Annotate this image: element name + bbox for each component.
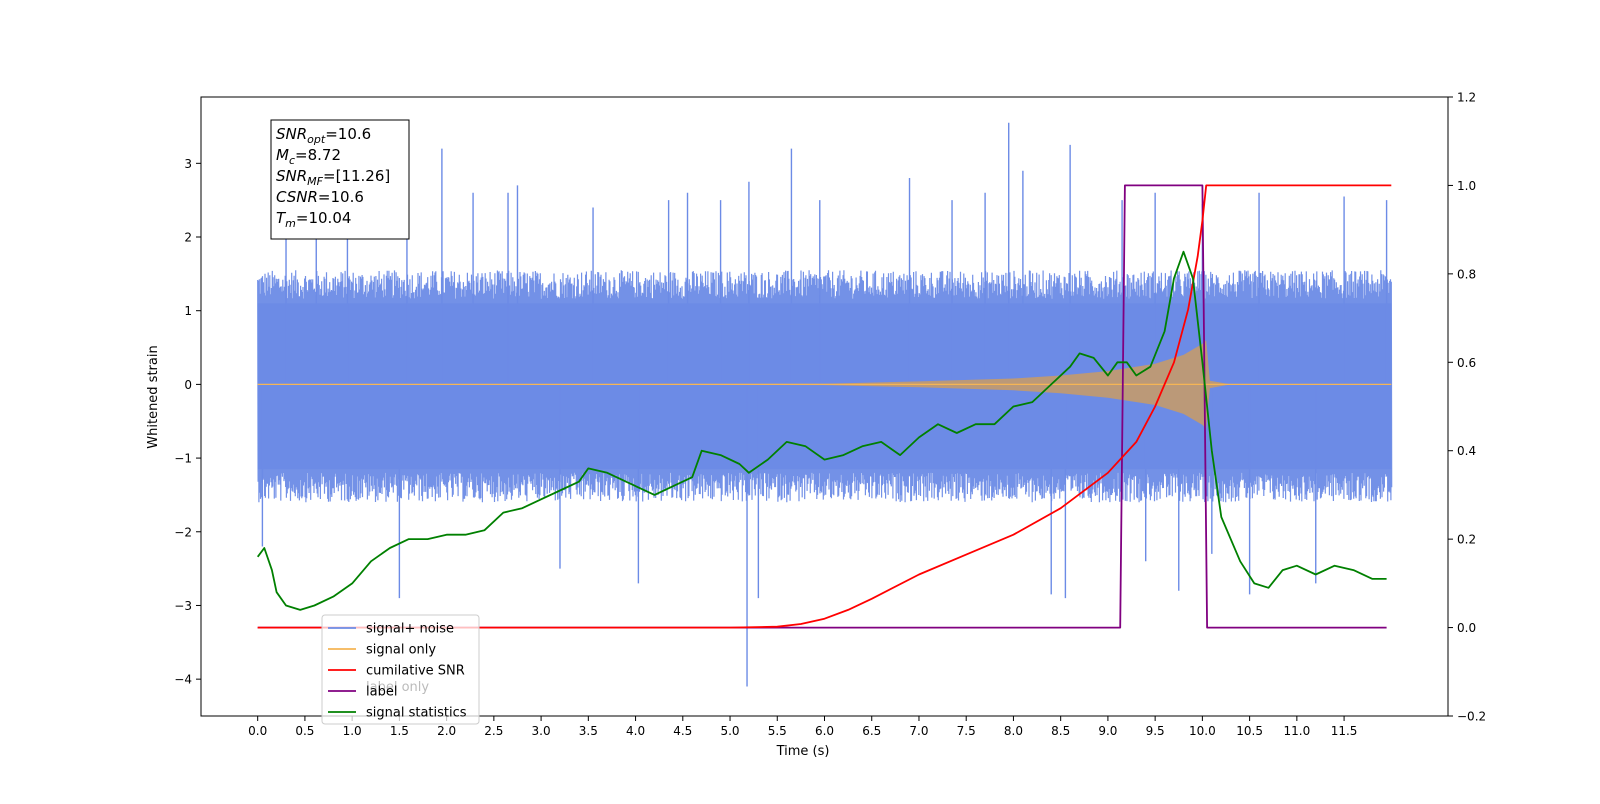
y-tick-label: −2 [174, 525, 192, 539]
x-tick-label: 5.5 [768, 724, 787, 738]
annotation-line: Tm=10.04 [276, 209, 351, 230]
annotation-line: SNRopt=10.6 [276, 125, 371, 146]
y-tick-label: −4 [174, 673, 192, 687]
x-tick-label: 7.0 [909, 724, 928, 738]
series-signal-statistics-line [256, 250, 1387, 611]
legend-item-label: signal only [366, 643, 436, 658]
x-axis-label: Time (s) [776, 744, 830, 759]
x-tick-label: 8.0 [1004, 724, 1023, 738]
x-tick-label: 10.5 [1236, 724, 1263, 738]
y-tick-label: 3 [184, 157, 192, 171]
x-tick-label: 10.0 [1189, 724, 1216, 738]
series-cumulative-snr-line [257, 184, 1392, 629]
y-tick-label: −3 [174, 599, 192, 613]
x-tick-label: 4.5 [673, 724, 692, 738]
x-tick-label: 11.5 [1331, 724, 1358, 738]
x-tick-label: 2.5 [484, 724, 503, 738]
legend-item-label: signal statistics [366, 706, 467, 721]
x-tick-label: 4.0 [626, 724, 645, 738]
y2-tick-label: 0.8 [1457, 267, 1476, 281]
axes-layer: 0.0 0.5 1.0 1.5 2.0 2.5 3.0 3.5 4.0 4.5 5.0 5.5 6.0 6… [174, 91, 1486, 739]
x-tick-label: 0.0 [248, 724, 267, 738]
annotation-line: CSNR=10.6 [276, 188, 364, 206]
x-tick-label: 11.0 [1283, 724, 1310, 738]
x-tick-label: 5.0 [720, 724, 739, 738]
annotation-box-frame [270, 119, 410, 240]
x-tick-label: 7.5 [957, 724, 976, 738]
y2-tick-label: −0.2 [1457, 710, 1486, 724]
y2-tick-label: 1.2 [1457, 91, 1476, 105]
series-signal-noise-core [257, 303, 1392, 470]
annotation-line: Mc=8.72 [276, 146, 341, 167]
annotation-line: SNRMF=[11.26] [276, 167, 390, 188]
y-tick-label: 2 [184, 231, 192, 245]
plot-layer [256, 122, 1393, 687]
x-tick-label: 3.0 [532, 724, 551, 738]
x-tick-label: 1.0 [343, 724, 362, 738]
legend: label only signal+ noise signal only cumila… [321, 614, 480, 725]
x-tick-label: 0.5 [295, 724, 314, 738]
annotation-box: SNRopt=10.6Mc=8.72SNRMF=[11.26]CSNR=10.6… [270, 119, 410, 240]
x-tick-label: 9.5 [1146, 724, 1165, 738]
y2-tick-label: 0.4 [1457, 444, 1476, 458]
legend-ghost-text: label only [366, 680, 429, 695]
series-label-line [257, 184, 1387, 629]
y2-tick-label: 1.0 [1457, 179, 1476, 193]
y-tick-label: 1 [184, 304, 192, 318]
y2-tick-label: 0.0 [1457, 621, 1476, 635]
x-tick-label: 1.5 [390, 724, 409, 738]
legend-frame [321, 614, 480, 725]
x-tick-label: 3.5 [579, 724, 598, 738]
legend-item-label: label [366, 685, 397, 700]
y-axis-label: Whitened strain [146, 345, 161, 448]
x-tick-label: 2.0 [437, 724, 456, 738]
x-tick-label: 6.5 [862, 724, 881, 738]
x-tick-label: 6.0 [815, 724, 834, 738]
y-tick-label: −1 [174, 452, 192, 466]
y2-tick-label: 0.2 [1457, 533, 1476, 547]
plot-area [256, 122, 1393, 687]
y-tick-label: 0 [184, 378, 192, 392]
x-tick-label: 9.0 [1098, 724, 1117, 738]
legend-item-label: signal+ noise [366, 622, 454, 637]
legend-item-label: cumilative SNR [366, 664, 465, 679]
y2-tick-label: 0.6 [1457, 356, 1476, 370]
x-tick-label: 8.5 [1051, 724, 1070, 738]
